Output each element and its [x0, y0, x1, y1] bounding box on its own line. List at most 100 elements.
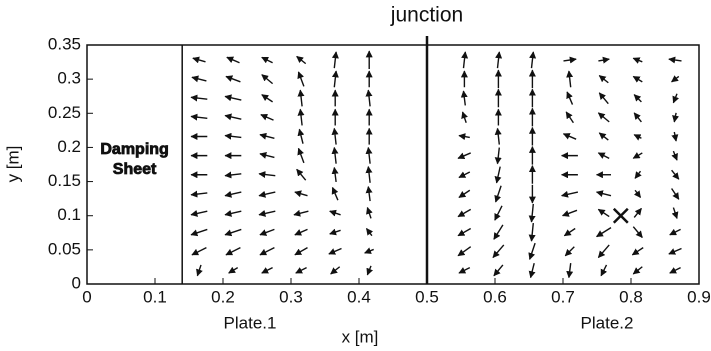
vector-arrow: [669, 228, 681, 236]
vector-arrow: [329, 209, 341, 217]
vector-arrow: [331, 186, 339, 201]
vector-arrow: [365, 165, 373, 183]
vector-arrow: [329, 228, 341, 236]
vector-arrow: [224, 190, 242, 198]
vector-arrow: [261, 94, 273, 103]
vector-arrow: [528, 262, 536, 279]
x-tick-label: 0.1: [143, 287, 167, 306]
vector-arrow: [493, 224, 504, 240]
vector-arrow: [458, 133, 470, 141]
vector-arrow: [294, 190, 308, 198]
x-tick-label: 0.4: [347, 287, 371, 306]
vector-arrow: [566, 91, 574, 105]
vector-arrow: [671, 150, 678, 161]
vector-arrow: [672, 93, 679, 104]
vector-arrow: [595, 190, 612, 197]
y-tick-label: 0: [72, 273, 81, 292]
vector-arrow: [259, 151, 275, 159]
damping-sheet-label: Damping: [100, 141, 168, 158]
x-tick-label: 0.3: [279, 287, 303, 306]
vector-arrow: [226, 56, 240, 64]
vector-arrow: [190, 113, 208, 121]
vector-arrow: [563, 227, 576, 237]
vector-arrow: [296, 168, 307, 181]
source-marker: [612, 207, 629, 224]
vector-arrow: [260, 113, 274, 121]
vector-arrow: [633, 189, 642, 199]
vector-arrow: [295, 267, 307, 274]
vector-arrow: [668, 247, 682, 255]
plate-label: Plate.2: [581, 313, 634, 332]
x-tick-label: 0.7: [551, 287, 575, 306]
vector-arrow: [225, 75, 241, 83]
x-tick-label: 0.5: [415, 287, 439, 306]
vector-arrow: [364, 247, 374, 254]
vector-arrow: [261, 74, 274, 85]
plot-frame: [86, 44, 700, 285]
vector-arrow: [331, 51, 339, 69]
vector-arrow: [671, 188, 680, 200]
vector-arrow: [224, 171, 242, 179]
vector-arrow: [297, 147, 305, 164]
junction-label: junction: [390, 4, 463, 27]
vector-arrow: [224, 113, 242, 121]
vector-arrow: [671, 131, 679, 142]
plate-label: Plate.1: [224, 313, 277, 332]
vector-arrow: [596, 227, 612, 238]
vector-arrow: [494, 185, 502, 203]
vector-arrow: [365, 185, 373, 202]
vector-arrow: [597, 152, 610, 159]
vector-arrow: [259, 246, 275, 256]
vector-arrow: [224, 94, 242, 102]
y-axis-label: y [m]: [3, 146, 22, 183]
x-tick-label: 0: [82, 287, 91, 306]
vector-arrow: [671, 207, 679, 220]
x-tick-label: 0.2: [211, 287, 235, 306]
y-tick-label: 0.35: [48, 34, 81, 53]
y-tick-label: 0.3: [57, 69, 81, 88]
vector-arrow: [633, 134, 642, 141]
vector-arrow: [494, 147, 502, 165]
vector-arrow: [331, 166, 339, 183]
vector-arrow: [331, 127, 339, 145]
vector-arrow: [597, 208, 610, 218]
vector-arrow: [598, 74, 609, 84]
vector-arrow: [494, 205, 503, 221]
vector-arrow: [495, 51, 503, 69]
vector-arrow: [632, 57, 643, 64]
vector-arrow: [562, 133, 577, 140]
vector-arrow: [225, 246, 241, 256]
vector-arrow: [191, 246, 207, 256]
vector-arrow: [632, 152, 643, 159]
vector-arrow: [669, 267, 681, 274]
vector-arrow: [190, 228, 208, 237]
vector-arrow: [458, 189, 471, 199]
vector-arrow: [672, 112, 679, 123]
vector-arrow: [196, 264, 203, 277]
vector-arrow: [191, 75, 207, 83]
vector-arrow: [598, 132, 609, 141]
vector-arrow: [224, 132, 242, 140]
vector-arrow: [331, 146, 339, 164]
vector-arrow: [493, 264, 504, 277]
vector-arrow: [365, 227, 374, 237]
vector-arrow: [633, 112, 642, 123]
vector-arrow: [366, 206, 373, 219]
vector-arrow: [457, 152, 471, 160]
vector-arrow: [494, 166, 502, 184]
vector-arrow: [297, 128, 305, 144]
vector-arrow: [671, 169, 680, 180]
vector-arrow: [330, 266, 341, 275]
vector-arrow: [633, 94, 642, 103]
vector-arrow: [457, 227, 472, 237]
vector-arrow: [297, 89, 305, 107]
x-axis-label: x [m]: [342, 327, 379, 346]
vector-arrow: [259, 132, 275, 140]
vector-arrow: [566, 263, 574, 279]
vector-arrow: [331, 70, 339, 88]
vector-arrow: [294, 228, 308, 236]
vector-arrow: [190, 209, 208, 217]
vector-arrow: [529, 51, 537, 69]
vector-arrow: [561, 190, 579, 198]
